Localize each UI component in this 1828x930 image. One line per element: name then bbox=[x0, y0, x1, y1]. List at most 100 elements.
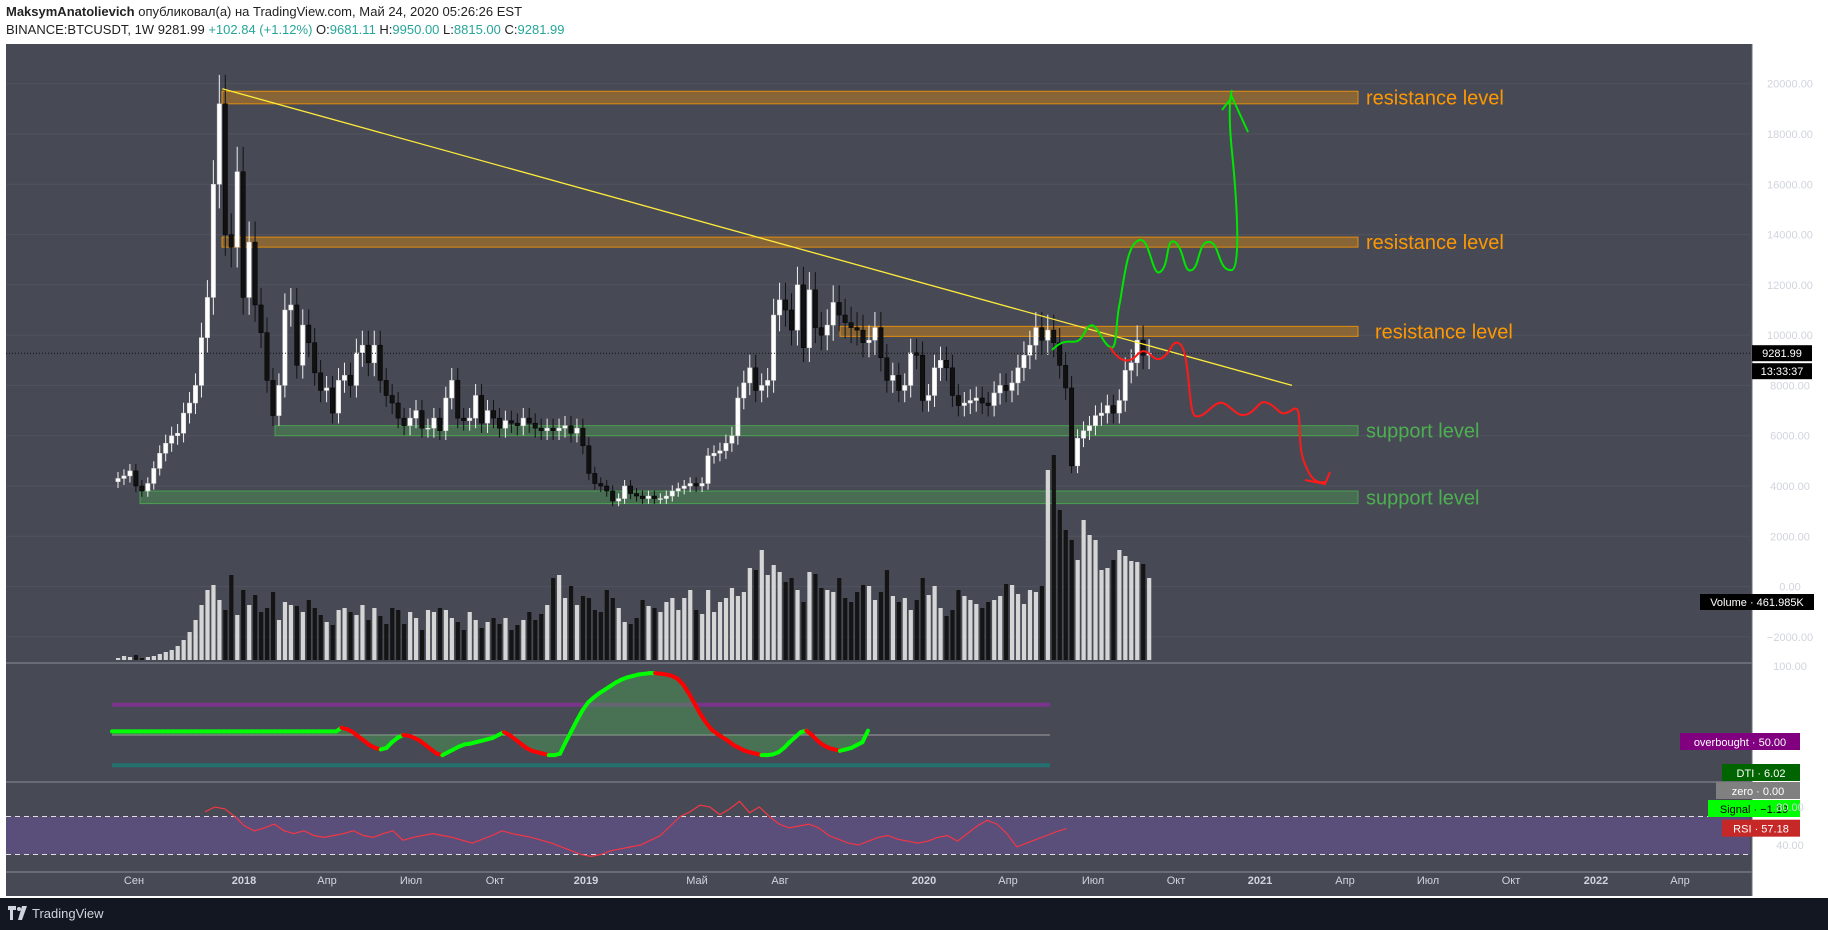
candle-body bbox=[824, 324, 830, 336]
candle-body bbox=[1075, 437, 1081, 467]
volume-bar bbox=[557, 575, 562, 660]
volume-bar bbox=[843, 598, 848, 660]
candle-body bbox=[473, 395, 479, 419]
candle-body bbox=[800, 284, 806, 348]
time-axis[interactable]: Сен 2018 Апр Июл Окт 2019 Май Авг 2020 Апр Июл Окт 2… bbox=[124, 875, 1690, 887]
zone-label: resistance level bbox=[1366, 232, 1504, 254]
volume-bar bbox=[1135, 562, 1140, 660]
candle-body bbox=[973, 397, 979, 401]
candle-body bbox=[1081, 430, 1086, 439]
volume-bar bbox=[419, 630, 425, 660]
candle-body bbox=[967, 400, 973, 404]
volume-bar bbox=[306, 600, 311, 660]
volume-bar bbox=[902, 598, 907, 660]
volume-bar bbox=[503, 618, 508, 660]
candle-body bbox=[383, 380, 389, 396]
zone-label: support level bbox=[1366, 421, 1479, 443]
volume-bar bbox=[473, 620, 478, 660]
candle-body bbox=[461, 417, 467, 421]
candle-body bbox=[735, 397, 741, 436]
volume-bar bbox=[211, 585, 216, 660]
price-tick-label: 2000.00 bbox=[1770, 531, 1810, 543]
candle-body bbox=[926, 395, 932, 401]
volume-bar bbox=[640, 600, 645, 660]
candle-body bbox=[544, 427, 550, 431]
volume-bar bbox=[795, 590, 800, 660]
candle-body bbox=[765, 380, 771, 386]
candle-body bbox=[330, 387, 336, 414]
volume-bar bbox=[747, 568, 752, 660]
volume-bar bbox=[1033, 592, 1039, 660]
volume-bar bbox=[1117, 550, 1122, 660]
candle-body bbox=[789, 309, 794, 331]
chart-header: MaksymAnatolievich опубликовал(а) на Tra… bbox=[0, 0, 1828, 42]
publish-line: MaksymAnatolievich опубликовал(а) на Tra… bbox=[6, 4, 522, 19]
candle-body bbox=[246, 241, 252, 298]
volume-bar bbox=[497, 624, 502, 660]
volume-bar bbox=[682, 598, 687, 660]
volume-bar bbox=[300, 612, 305, 660]
candle-body bbox=[115, 478, 121, 482]
price-axis[interactable]: 20000.00 18000.00 16000.00 14000.00 12000.00… bbox=[1680, 44, 1814, 896]
published-text: опубликовал(а) на TradingView.com, Май 2… bbox=[138, 4, 523, 19]
candle-body bbox=[228, 234, 234, 248]
volume-bar bbox=[1129, 561, 1134, 660]
candle-body bbox=[896, 375, 902, 391]
author-name[interactable]: MaksymAnatolievich bbox=[6, 4, 135, 19]
volume-bar bbox=[980, 608, 985, 660]
candle-body bbox=[979, 397, 985, 404]
candle-body bbox=[622, 485, 628, 499]
volume-bar bbox=[932, 586, 937, 660]
candle-body bbox=[1033, 327, 1039, 346]
last-price-label: 9281.99 bbox=[1762, 348, 1802, 360]
price-chart[interactable]: resistance level resistance level resistan… bbox=[0, 42, 1828, 898]
price-tick-label: 6000.00 bbox=[1770, 431, 1810, 443]
candle-body bbox=[514, 422, 520, 426]
candle-body bbox=[294, 304, 300, 366]
volume-bar bbox=[586, 598, 592, 660]
volume-bar bbox=[229, 575, 234, 660]
volume-bar bbox=[920, 578, 925, 660]
candle-body bbox=[669, 490, 675, 497]
price-tick-label: 10000.00 bbox=[1767, 330, 1813, 342]
rsi-tag-label: RSI · 57.18 bbox=[1733, 824, 1789, 836]
volume-bar bbox=[1099, 570, 1104, 660]
volume-bar bbox=[491, 618, 496, 660]
volume-bar bbox=[664, 602, 669, 660]
candle-body bbox=[198, 337, 204, 386]
volume-bar bbox=[151, 656, 156, 660]
tradingview-brand[interactable]: TradingView bbox=[32, 906, 104, 921]
volume-bar bbox=[604, 590, 609, 660]
volume-bar bbox=[592, 610, 597, 660]
volume-bar bbox=[479, 628, 484, 660]
candle-body bbox=[997, 385, 1003, 394]
volume-bar bbox=[1063, 530, 1068, 660]
candle-body bbox=[127, 470, 133, 477]
volume-bar bbox=[783, 582, 788, 660]
candle-body bbox=[747, 367, 753, 384]
zone-band bbox=[221, 90, 1359, 105]
rsi-band bbox=[6, 816, 1750, 855]
candle-body bbox=[628, 485, 634, 494]
volume-bar bbox=[717, 602, 723, 660]
candle-body bbox=[1140, 339, 1146, 356]
volume-bar bbox=[723, 598, 729, 660]
rsi-tick: 40.00 bbox=[1776, 840, 1804, 852]
time-tick-label: Июл bbox=[1082, 875, 1104, 887]
candle-body bbox=[759, 385, 765, 391]
candle-body bbox=[592, 473, 598, 484]
volume-bar bbox=[187, 632, 192, 660]
candle-body bbox=[532, 422, 538, 429]
candle-body bbox=[872, 327, 878, 341]
candle-body bbox=[729, 435, 735, 444]
volume-bar bbox=[431, 612, 437, 660]
candle-body bbox=[365, 344, 371, 364]
close-label: C: bbox=[504, 22, 518, 37]
zone-label: resistance level bbox=[1366, 88, 1504, 110]
candle-body bbox=[580, 427, 586, 447]
candle-body bbox=[496, 417, 502, 429]
candle-body bbox=[753, 367, 759, 391]
candle-body bbox=[264, 332, 270, 381]
volume-bar bbox=[127, 657, 133, 660]
volume-bar bbox=[455, 622, 460, 660]
